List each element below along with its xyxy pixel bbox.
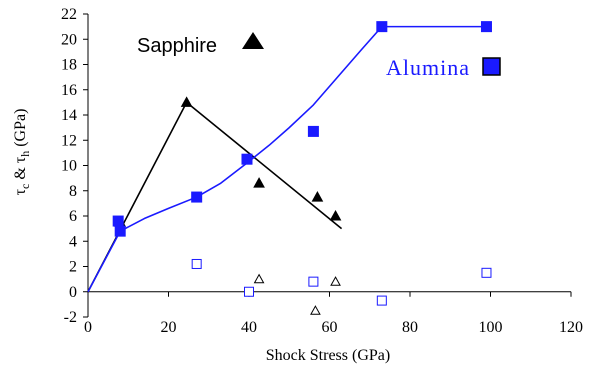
- alumina-open-marker: [481, 267, 492, 278]
- y-tick-label: 10: [61, 158, 77, 175]
- alumina-open-marker: [244, 286, 254, 297]
- y-tick-label: 16: [61, 82, 77, 99]
- y-tick-label: 12: [61, 132, 77, 149]
- y-tick-label: 20: [61, 31, 77, 48]
- x-axis-title: Shock Stress (GPa): [266, 347, 390, 364]
- sapphire-marker: [180, 96, 193, 107]
- data-markers: [112, 21, 492, 315]
- alumina-marker: [191, 191, 203, 203]
- y-axis-title: τc & τh (GPa): [12, 109, 32, 196]
- y-tick-label: 6: [69, 208, 77, 225]
- alumina-marker: [307, 125, 319, 137]
- y-tick-label: 22: [61, 6, 77, 23]
- x-tick-label: 60: [322, 319, 338, 336]
- legend-square-icon: [482, 57, 501, 76]
- y-tick-label: 8: [69, 183, 77, 200]
- x-axis-ticks: 0 20 40 60 80 100 120: [84, 291, 583, 336]
- sapphire-marker: [253, 177, 265, 188]
- y-tick-label: 2: [69, 259, 77, 276]
- alumina-marker: [480, 21, 492, 33]
- sapphire-fit-line: [87, 101, 343, 293]
- alumina-open-marker: [376, 295, 387, 306]
- y-tick-label: 18: [61, 57, 77, 74]
- y-tick-label: -2: [64, 309, 77, 326]
- sapphire-open-marker: [310, 305, 321, 315]
- sapphire-open-marker: [330, 276, 341, 286]
- sapphire-marker: [329, 209, 342, 221]
- legend-triangle-icon: [242, 32, 264, 49]
- y-tick-label: 14: [61, 107, 77, 124]
- alumina-marker: [114, 225, 126, 237]
- y-axis-ticks: -2 0 2 4 6 8 10 12 14 16 18 20 22: [61, 6, 88, 326]
- x-tick-label: 20: [161, 319, 177, 336]
- alumina-open-marker: [308, 276, 319, 287]
- x-tick-label: 40: [241, 319, 257, 336]
- sapphire-open-marker: [253, 273, 265, 284]
- alumina-fit-line: [87, 25, 487, 293]
- legend-label-alumina: Alumina: [386, 55, 470, 80]
- legend-label-sapphire: Sapphire: [137, 35, 217, 57]
- alumina-marker: [241, 153, 253, 165]
- y-tick-label: 4: [69, 233, 77, 250]
- plot-area: 0 20 40 60 80 100 120 -2 0 2 4 6 8 10 12 14 16 18 20 22: [61, 6, 583, 336]
- x-tick-label: 80: [402, 319, 418, 336]
- x-tick-label: 100: [479, 319, 503, 336]
- x-tick-label: 0: [84, 319, 92, 336]
- sapphire-marker: [311, 191, 324, 202]
- y-tick-label: 0: [69, 284, 77, 301]
- alumina-marker: [376, 21, 388, 33]
- legend-alumina: Alumina: [386, 55, 501, 80]
- x-tick-label: 120: [559, 319, 583, 336]
- alumina-marker: [112, 215, 124, 227]
- legend-sapphire: Sapphire: [137, 32, 264, 57]
- alumina-open-marker: [191, 258, 202, 269]
